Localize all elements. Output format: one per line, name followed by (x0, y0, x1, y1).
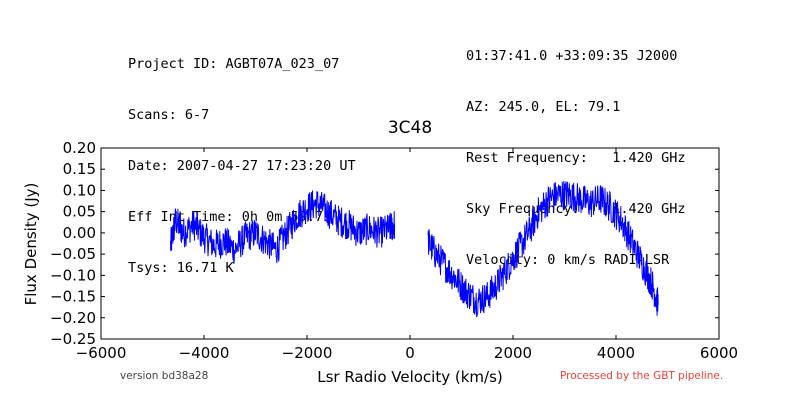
y-axis-label: Flux Density (Jy) (22, 183, 40, 306)
spectrum-series-1 (170, 190, 396, 264)
y-axis-ticks: −0.25 −0.20 −0.15 −0.10 −0.05 0.00 0.05 0.10 0.1… (50, 139, 719, 348)
x-tick-label: −2000 (282, 344, 333, 362)
x-tick-label: 0 (405, 344, 415, 362)
plot-area: −6000 −4000 −2000 0 2000 4000 6000 −0.25−0.20−… (50, 139, 738, 362)
y-tick-label: −0.05 (50, 245, 96, 263)
y-tick-label: −0.15 (50, 288, 96, 306)
coordinates-line: 01:37:41.0 +33:09:35 J2000 (466, 48, 678, 64)
date-line: Date: 2007-04-27 17:23:20 UT (128, 158, 356, 174)
y-tick-label: 0.10 (63, 181, 96, 199)
y-tick-label: 0.00 (63, 224, 96, 242)
y-tick-label: 0.20 (63, 139, 96, 157)
x-tick-label: 6000 (700, 344, 738, 362)
x-axis-label: Lsr Radio Velocity (km/s) (317, 368, 503, 386)
pipeline-label: Processed by the GBT pipeline. (560, 370, 724, 382)
x-tick-label: −4000 (179, 344, 230, 362)
chart-title: 3C48 (388, 118, 432, 138)
project-id-line: Project ID: AGBT07A_023_07 (128, 56, 340, 72)
y-tick-label: −0.10 (50, 266, 96, 284)
spectrum-series-2 (427, 180, 659, 318)
y-tick-label: 0.05 (63, 203, 96, 221)
y-tick-label: −0.20 (50, 309, 96, 327)
observation-info-right: 01:37:41.0 +33:09:35 J2000 AZ: 245.0, EL… (466, 14, 685, 286)
az-el-line: AZ: 245.0, EL: 79.1 (466, 99, 621, 115)
series-group (170, 180, 659, 318)
x-tick-label: −6000 (76, 344, 127, 362)
y-tick-label: −0.25 (50, 330, 96, 348)
sky-frequency-line: Sky Frequency: 1.420 GHz (466, 201, 686, 217)
x-axis-ticks: −6000 −4000 −2000 0 2000 4000 6000 (76, 148, 738, 362)
tsys-line: Tsys: 16.71 K (128, 260, 234, 276)
y-tick-label: 0.15 (63, 160, 96, 178)
x-tick-label: 4000 (597, 344, 635, 362)
scans-line: Scans: 6-7 (128, 107, 210, 123)
rest-frequency-line: Rest Frequency: 1.420 GHz (466, 150, 686, 166)
version-label: version bd38a28 (120, 370, 209, 382)
x-tick-label: 2000 (494, 344, 532, 362)
